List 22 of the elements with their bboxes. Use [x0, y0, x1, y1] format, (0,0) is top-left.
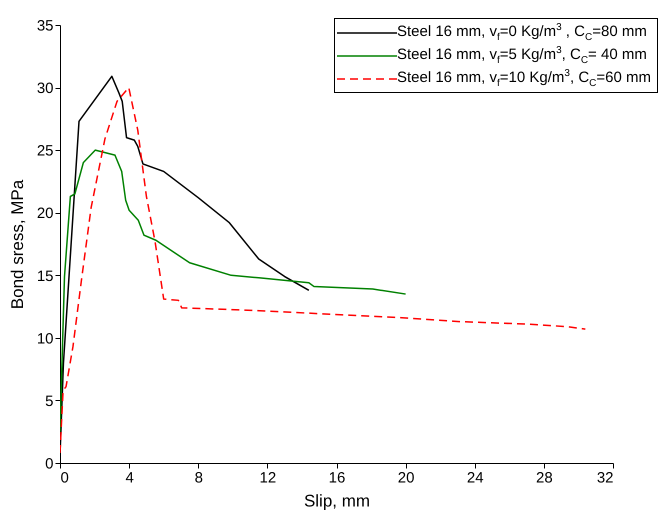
legend-label: Steel 16 mm, v$_{f}$=0 Kg/m$^{3}$ , C$_{C}$=80 mm	[396, 22, 647, 43]
y-axis-title: Bond sress, MPa	[8, 179, 27, 310]
x-tick-label: 0	[60, 470, 69, 486]
y-tick-label: 10	[36, 330, 54, 348]
x-tick-label: 32	[596, 470, 614, 486]
x-tick-label: 24	[466, 470, 484, 486]
y-tick-label: 30	[36, 80, 54, 98]
x-tick-label: 16	[328, 470, 346, 486]
x-tick-label: 12	[260, 470, 276, 486]
y-tick-label: 5	[45, 392, 54, 410]
y-tick-label: 15	[36, 268, 54, 285]
y-tick-label: 25	[36, 142, 54, 160]
y-tick-label: 0	[45, 456, 54, 472]
x-tick-label: 20	[398, 470, 414, 486]
x-axis-title: Slip, mm	[304, 492, 370, 510]
x-tick-label: 28	[536, 470, 553, 486]
legend-label: Steel 16 mm, v$_{f}$=10 Kg/m$^{3}$, C$_{C}$=60 mm	[396, 68, 651, 89]
y-tick-label: 35	[36, 18, 54, 34]
y-tick-label: 20	[36, 205, 54, 222]
legend-label: Steel 16 mm, v$_{f}$=5 Kg/m$^{3}$, C$_{C}$= 40 mm	[396, 45, 647, 66]
x-tick-label: 8	[194, 470, 203, 486]
x-tick-label: 4	[125, 470, 134, 486]
